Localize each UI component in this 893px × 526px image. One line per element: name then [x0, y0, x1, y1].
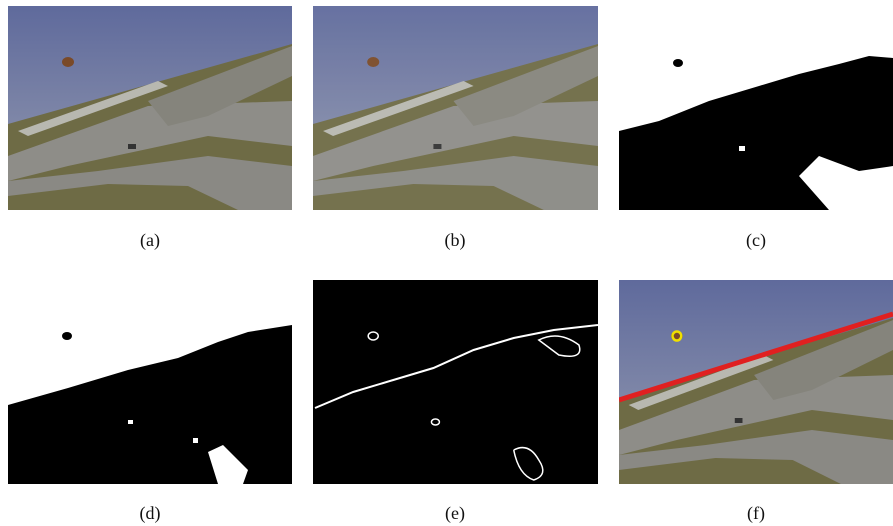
caption: (a): [100, 230, 200, 251]
caption: (d): [100, 503, 200, 524]
figure: (a) (b) (c) (d) (e) (f): [0, 0, 893, 526]
caption: (b): [405, 230, 505, 251]
panel-b-image: [313, 6, 598, 210]
panel-f-image: [619, 280, 893, 484]
panel-a-image: [8, 6, 292, 210]
panel-e-image: [313, 280, 598, 484]
caption: (e): [405, 503, 505, 524]
panel-c-image: [619, 6, 893, 210]
caption: (f): [706, 503, 806, 524]
caption: (c): [706, 230, 806, 251]
panel-d-image: [8, 280, 292, 484]
